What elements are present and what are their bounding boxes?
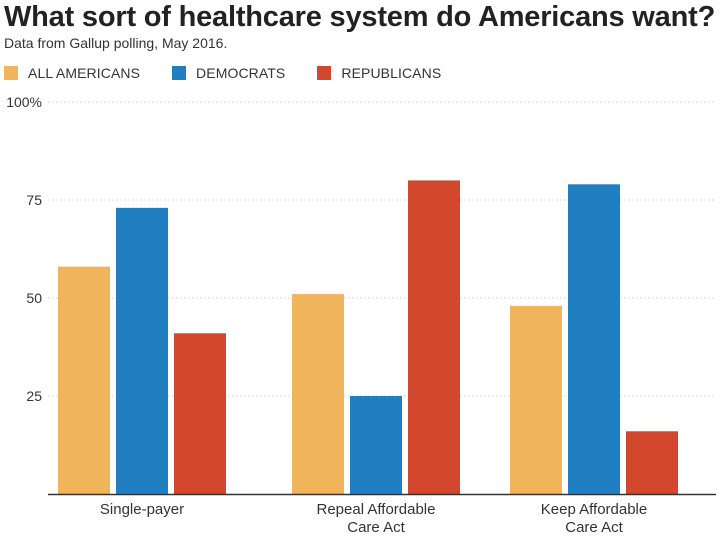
x-category-label: Care Act: [565, 519, 623, 536]
bar: [510, 305, 562, 494]
bar: [174, 333, 226, 494]
bar: [58, 266, 110, 494]
y-tick-label: 75: [26, 192, 42, 208]
y-tick-label: 50: [26, 290, 42, 306]
bar: [292, 294, 344, 494]
legend-swatch-republicans: [317, 66, 332, 80]
bar: [350, 396, 402, 494]
legend-swatch-all-americans: [4, 66, 18, 80]
legend-item-all-americans: ALL AMERICANS: [4, 65, 140, 81]
bar: [116, 207, 168, 494]
x-category-label: Care Act: [347, 519, 405, 536]
legend-item-republicans: REPUBLICANS: [317, 65, 441, 81]
bar: [626, 431, 678, 494]
legend-label-all-americans: ALL AMERICANS: [28, 65, 141, 81]
chart-legend: ALL AMERICANS DEMOCRATS REPUBLICANS: [4, 63, 473, 83]
y-tick-label: 25: [26, 388, 42, 404]
chart-title: What sort of healthcare system do Americ…: [4, 1, 716, 33]
x-category-label: Keep Affordable: [541, 501, 647, 518]
y-tick-label: 100%: [6, 94, 42, 110]
legend-label-democrats: DEMOCRATS: [196, 65, 286, 81]
chart-subtitle: Data from Gallup polling, May 2016.: [4, 35, 228, 51]
legend-swatch-democrats: [172, 66, 187, 80]
bar: [408, 180, 460, 494]
x-category-label: Single-payer: [100, 501, 184, 518]
x-category-label: Repeal Affordable: [317, 501, 436, 518]
legend-item-democrats: DEMOCRATS: [172, 65, 285, 81]
bar: [568, 184, 620, 494]
legend-label-republicans: REPUBLICANS: [341, 65, 442, 81]
